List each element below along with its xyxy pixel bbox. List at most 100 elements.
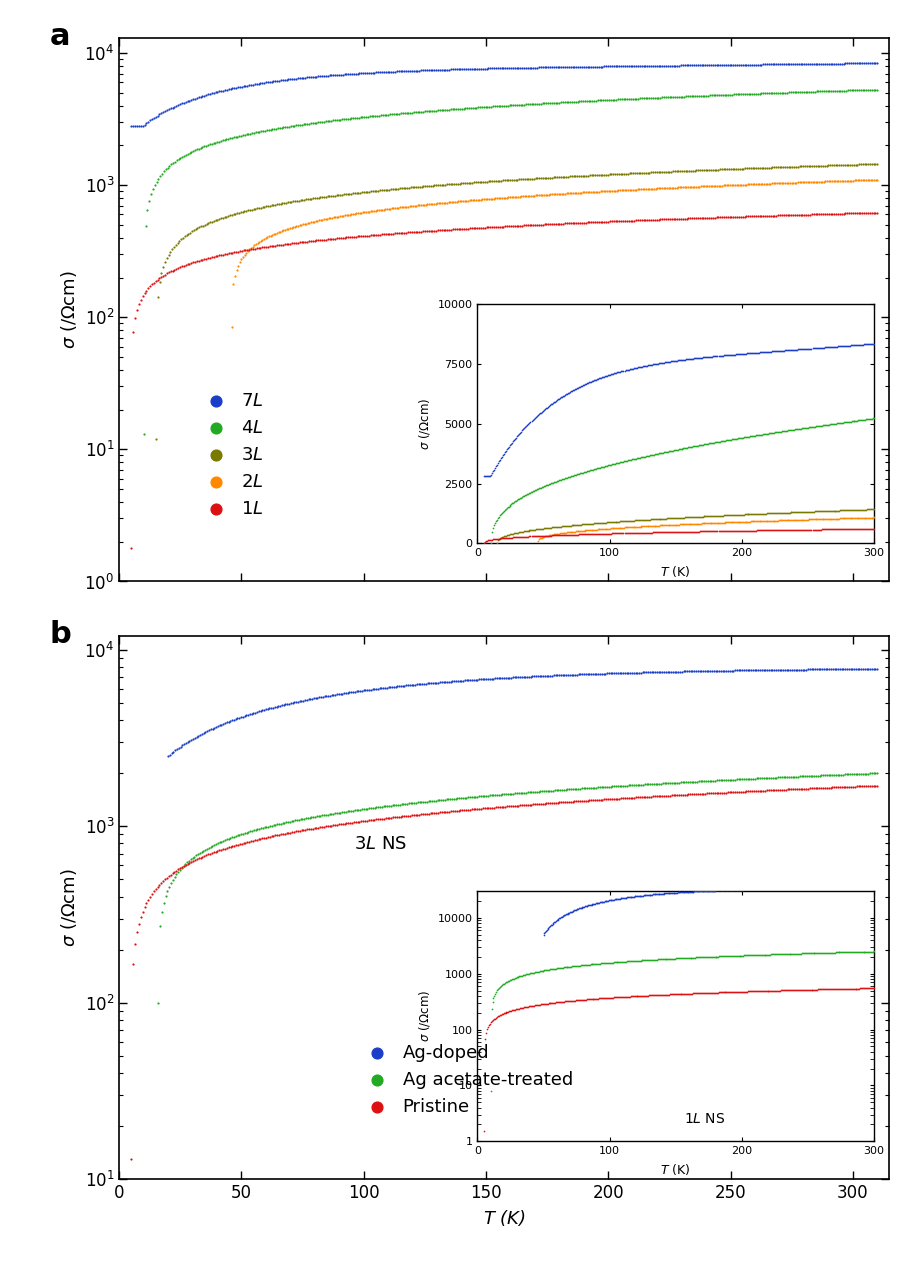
Point	[764, 767, 779, 787]
Point	[741, 84, 756, 104]
Point	[236, 247, 250, 268]
Point	[450, 174, 465, 194]
Point	[547, 792, 561, 813]
Point	[343, 227, 358, 247]
Point	[569, 183, 583, 203]
Point	[784, 55, 799, 75]
Point	[739, 84, 754, 104]
Point	[260, 120, 274, 141]
Point	[280, 694, 294, 714]
Point	[744, 768, 758, 789]
Point	[579, 183, 593, 203]
Point	[787, 659, 801, 680]
Point	[688, 86, 702, 107]
Point	[161, 262, 176, 283]
Point	[831, 659, 845, 680]
Point	[827, 777, 842, 798]
Point	[817, 659, 832, 680]
Point	[419, 221, 434, 241]
Point	[300, 231, 315, 251]
Point	[352, 203, 367, 223]
Point	[149, 171, 164, 191]
Point	[845, 80, 859, 100]
Point	[381, 796, 396, 817]
Point	[507, 667, 522, 687]
Point	[676, 662, 691, 682]
Point	[379, 62, 393, 82]
Point	[499, 668, 514, 689]
Point	[341, 227, 356, 247]
Point	[296, 114, 311, 134]
Point	[737, 175, 752, 195]
Point	[449, 99, 464, 119]
Point	[607, 776, 622, 796]
Point	[580, 212, 595, 232]
Point	[400, 794, 414, 814]
Point	[748, 84, 763, 104]
Point	[333, 109, 348, 129]
Point	[238, 124, 252, 145]
Point	[642, 209, 657, 230]
Point	[468, 799, 482, 819]
Point	[678, 662, 692, 682]
Point	[304, 231, 318, 251]
Point	[751, 659, 766, 680]
Point	[480, 189, 494, 209]
Point	[854, 659, 868, 680]
Point	[748, 174, 763, 194]
Point	[624, 180, 638, 200]
Point	[397, 103, 412, 123]
Point	[845, 776, 860, 796]
Point	[193, 138, 208, 158]
Point	[824, 155, 839, 175]
Point	[476, 799, 491, 819]
Point	[230, 203, 245, 223]
Point	[257, 72, 271, 93]
Point	[681, 56, 696, 76]
Point	[757, 768, 771, 789]
Point	[491, 58, 505, 79]
Point	[502, 58, 516, 79]
Point	[454, 671, 469, 691]
Point	[360, 181, 375, 202]
Point	[798, 81, 812, 101]
Point	[724, 770, 739, 790]
Point	[325, 685, 339, 705]
Point	[781, 172, 796, 193]
Point	[462, 58, 477, 79]
Point	[528, 57, 543, 77]
Point	[635, 210, 649, 231]
Point	[559, 184, 574, 204]
Point	[207, 834, 222, 855]
Point	[264, 815, 279, 836]
Point	[210, 132, 225, 152]
Point	[664, 87, 679, 108]
Point	[804, 204, 819, 224]
Point	[767, 157, 781, 178]
Point	[608, 56, 623, 76]
Point	[223, 128, 238, 148]
Point	[248, 199, 262, 219]
Point	[197, 249, 212, 269]
Point	[445, 671, 459, 691]
Point	[158, 264, 172, 284]
Point	[359, 181, 373, 202]
Point	[831, 777, 845, 798]
Point	[304, 689, 319, 709]
Point	[599, 789, 613, 809]
Point	[357, 681, 371, 701]
Point	[254, 122, 269, 142]
Point	[823, 155, 837, 175]
Point	[182, 254, 197, 274]
Point	[405, 178, 420, 198]
Point	[525, 666, 540, 686]
Point	[714, 160, 729, 180]
Point	[723, 55, 737, 75]
Point	[436, 60, 451, 80]
Point	[147, 108, 161, 128]
Point	[425, 175, 440, 195]
Point	[705, 55, 720, 75]
Point	[681, 208, 696, 228]
Point	[403, 61, 417, 81]
Point	[310, 806, 325, 827]
